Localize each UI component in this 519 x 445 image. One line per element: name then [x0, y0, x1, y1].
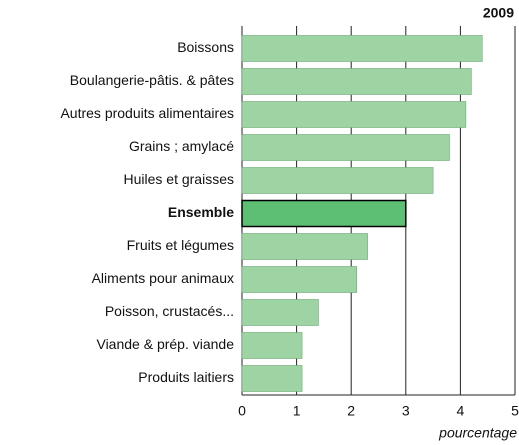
- bar: [241, 233, 368, 260]
- x-tick-label: 5: [511, 403, 519, 419]
- y-tick-label: Huiles et graisses: [124, 171, 235, 187]
- y-tick-label: Grains ; amylacé: [129, 138, 234, 154]
- chart-title: 2009: [483, 5, 514, 21]
- x-axis-label: pourcentage: [438, 425, 517, 441]
- y-tick-label: Boulangerie-pâtis. & pâtes: [70, 72, 234, 88]
- bar: [241, 199, 407, 228]
- y-tick-label: Viande & prép. viande: [96, 336, 234, 352]
- x-tick-label: 0: [238, 403, 246, 419]
- bar: [241, 299, 319, 326]
- y-tick-label: Ensemble: [168, 204, 234, 220]
- y-tick-label: Fruits et légumes: [127, 237, 234, 253]
- bar: [241, 365, 303, 392]
- bar: [241, 134, 450, 161]
- x-tick-label: 1: [293, 403, 301, 419]
- bar: [241, 35, 483, 62]
- x-tick-label: 2: [347, 403, 355, 419]
- x-tick-label: 3: [402, 403, 410, 419]
- y-tick-label: Aliments pour animaux: [92, 270, 234, 286]
- bar: [241, 101, 467, 128]
- bar: [241, 266, 357, 293]
- y-tick-label: Autres produits alimentaires: [60, 105, 234, 121]
- y-tick-label: Poisson, crustacés...: [105, 303, 234, 319]
- y-tick-label: Produits laitiers: [138, 369, 234, 385]
- x-tick-label: 4: [457, 403, 465, 419]
- bar: [241, 167, 434, 194]
- bar: [241, 68, 472, 95]
- y-tick-label: Boissons: [177, 39, 234, 55]
- bar: [241, 332, 303, 359]
